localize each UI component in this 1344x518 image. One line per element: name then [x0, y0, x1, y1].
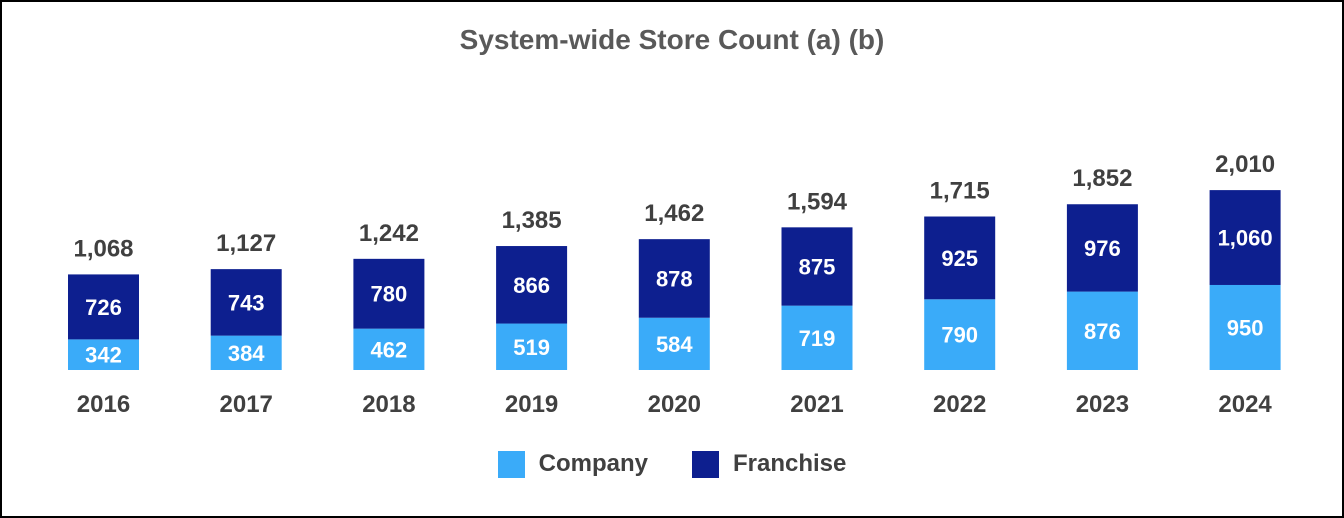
bar-franchise-2021	[781, 227, 853, 306]
chart-title: System-wide Store Count (a) (b)	[459, 24, 885, 55]
label-company-2018: 462	[371, 337, 408, 362]
label-franchise-2016: 726	[85, 295, 122, 320]
label-total-2022: 1,715	[930, 178, 990, 205]
label-total-2018: 1,242	[359, 220, 419, 247]
bar-company-2019	[496, 323, 568, 370]
label-company-2017: 384	[228, 341, 265, 366]
label-franchise-2020: 878	[656, 266, 693, 291]
bar-company-2024	[1209, 284, 1281, 370]
label-company-2021: 719	[799, 326, 836, 351]
bar-franchise-2024	[1209, 190, 1281, 285]
bar-franchise-2022	[924, 216, 996, 300]
legend-swatch-company	[497, 450, 525, 478]
bar-company-2017	[210, 335, 282, 370]
label-company-2020: 584	[656, 332, 693, 357]
label-total-2019: 1,385	[502, 207, 562, 234]
label-company-2016: 342	[85, 343, 122, 368]
label-company-2019: 519	[513, 335, 550, 360]
label-franchise-2017: 743	[228, 290, 265, 315]
label-franchise-2024: 1,060	[1218, 226, 1273, 251]
x-tick-2023: 2023	[1076, 391, 1129, 418]
label-franchise-2021: 875	[799, 254, 836, 279]
legend-item-company: Company	[497, 450, 648, 478]
label-company-2023: 876	[1084, 319, 1121, 344]
x-tick-2021: 2021	[790, 391, 843, 418]
bar-franchise-2023	[1066, 204, 1138, 292]
label-franchise-2018: 780	[371, 282, 408, 307]
label-franchise-2019: 866	[513, 273, 550, 298]
x-tick-2016: 2016	[77, 391, 130, 418]
label-company-2024: 950	[1227, 315, 1264, 340]
x-tick-2019: 2019	[505, 391, 558, 418]
legend-swatch-franchise	[691, 450, 719, 478]
bar-franchise-2019	[496, 246, 568, 324]
label-franchise-2022: 925	[941, 246, 978, 271]
bar-company-2023	[1066, 291, 1138, 370]
label-total-2017: 1,127	[216, 230, 276, 257]
bar-company-2020	[638, 317, 710, 370]
label-total-2021: 1,594	[787, 188, 848, 215]
bar-franchise-2016	[68, 274, 139, 340]
bar-company-2016	[68, 339, 139, 370]
bar-franchise-2017	[210, 269, 282, 336]
bar-franchise-2020	[638, 239, 710, 318]
legend: Company Franchise	[2, 450, 1342, 478]
bar-company-2021	[781, 305, 853, 370]
label-franchise-2023: 976	[1084, 236, 1121, 261]
x-tick-2018: 2018	[362, 391, 415, 418]
x-tick-2022: 2022	[933, 391, 986, 418]
bar-franchise-2018	[353, 258, 425, 329]
label-total-2020: 1,462	[644, 200, 704, 227]
legend-label-company: Company	[538, 450, 648, 477]
legend-label-franchise: Franchise	[732, 450, 847, 477]
label-total-2016: 1,068	[73, 235, 133, 262]
label-total-2023: 1,852	[1072, 165, 1132, 192]
bar-company-2018	[353, 328, 425, 370]
label-total-2024: 2,010	[1215, 151, 1275, 178]
label-company-2022: 790	[941, 323, 978, 348]
x-tick-2020: 2020	[648, 391, 701, 418]
legend-item-franchise: Franchise	[691, 450, 847, 478]
x-tick-2024: 2024	[1218, 391, 1272, 418]
bar-company-2022	[924, 299, 996, 370]
x-tick-2017: 2017	[220, 391, 273, 418]
